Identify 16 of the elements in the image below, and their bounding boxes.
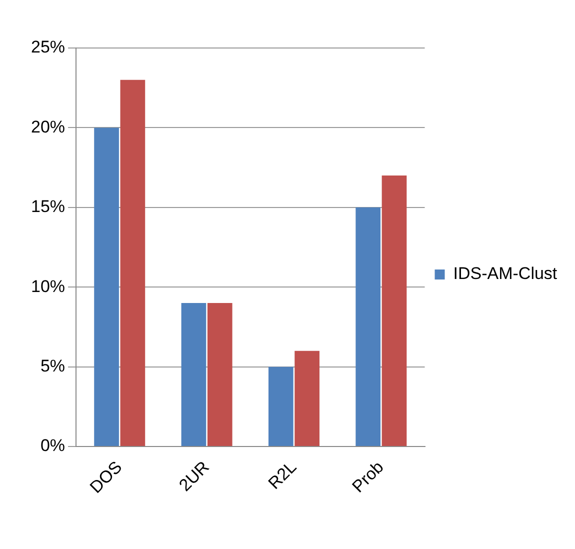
y-tick-label: 25% bbox=[30, 38, 66, 57]
y-tick-label: 5% bbox=[40, 356, 66, 376]
y-tick-label: 0% bbox=[40, 436, 66, 456]
bar bbox=[94, 128, 119, 446]
bar bbox=[268, 366, 294, 446]
bar bbox=[294, 350, 320, 446]
bar bbox=[356, 207, 381, 446]
y-tick-label: 10% bbox=[30, 276, 66, 296]
legend-label: IDS-AM-Clust bbox=[453, 264, 558, 284]
y-tick-label: 15% bbox=[30, 197, 66, 216]
bar bbox=[207, 303, 232, 446]
y-tick-label: 20% bbox=[30, 117, 66, 136]
bar bbox=[181, 303, 206, 446]
x-tick-label: R2L bbox=[264, 457, 300, 493]
bar bbox=[120, 80, 146, 446]
bar bbox=[382, 176, 407, 446]
